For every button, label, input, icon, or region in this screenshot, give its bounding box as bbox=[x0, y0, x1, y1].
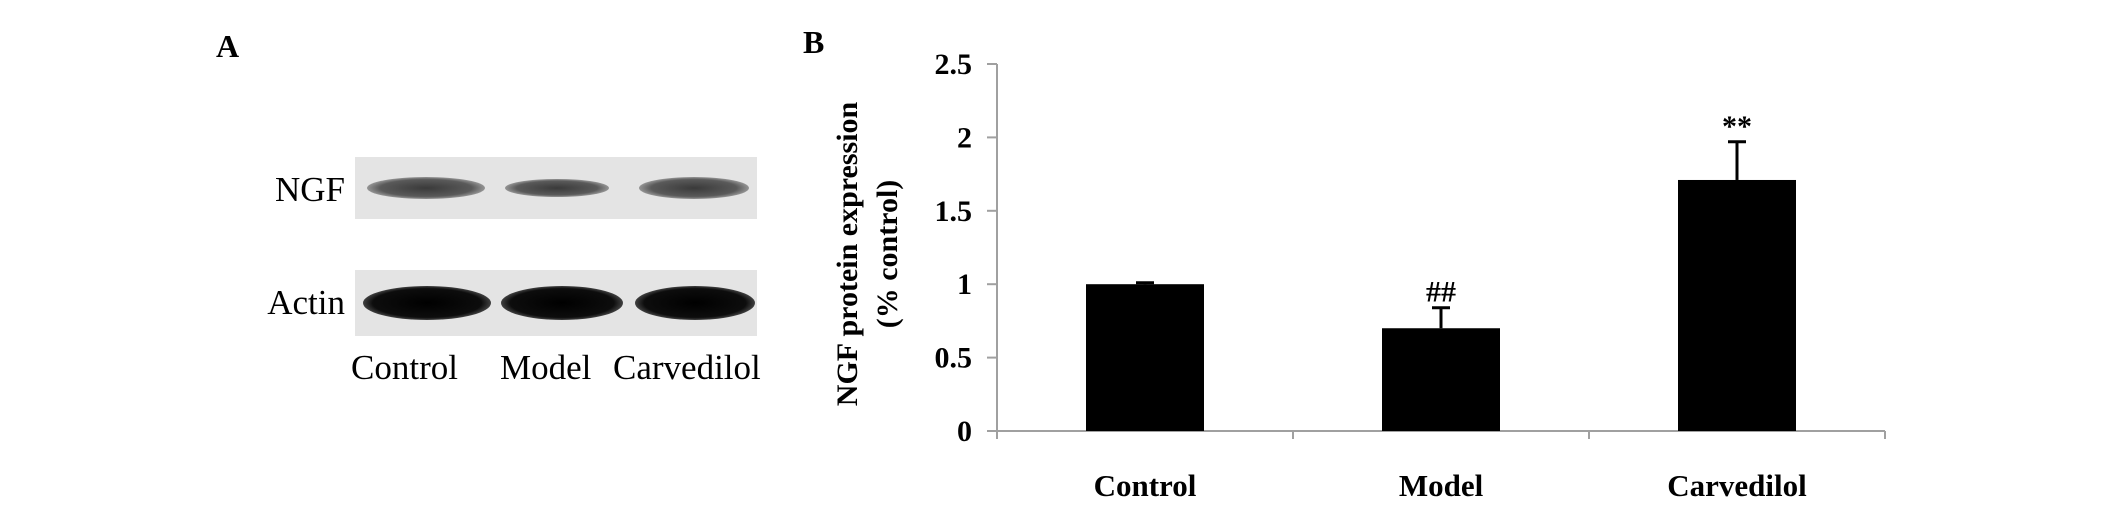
actin-blot-strip bbox=[355, 270, 757, 336]
blot-row-label-actin: Actin bbox=[267, 283, 345, 322]
y-tick-label-1: 0.5 bbox=[935, 342, 973, 375]
chart-axes: 0 0.5 1 1.5 2 2.5 Control Model Carvedilol bbox=[935, 48, 1886, 503]
y-tick-label-5: 2.5 bbox=[935, 48, 973, 81]
lane-label-model: Model bbox=[500, 348, 592, 387]
y-axis-label-line1: NGF protein expression bbox=[831, 101, 864, 406]
panel-a-label: A bbox=[216, 28, 240, 64]
bar-carvedilol bbox=[1678, 179, 1796, 431]
chart-bars: ## ** bbox=[1086, 110, 1796, 431]
lane-label-carvedilol: Carvedilol bbox=[613, 348, 761, 387]
ngf-blot-strip bbox=[355, 157, 757, 219]
y-tick-label-0: 0 bbox=[957, 415, 972, 448]
significance-label-model: ## bbox=[1426, 276, 1456, 309]
ngf-band-control bbox=[367, 177, 485, 199]
actin-band-model bbox=[501, 286, 623, 320]
bar-model bbox=[1382, 328, 1500, 431]
y-tick-label-2: 1 bbox=[957, 268, 972, 301]
panel-b-label: B bbox=[803, 24, 825, 60]
ngf-band-carvedilol bbox=[639, 177, 749, 199]
ngf-band-model bbox=[505, 179, 609, 197]
y-axis-label-line2: (% control) bbox=[871, 180, 904, 329]
blot-row-label-ngf: NGF bbox=[274, 170, 345, 209]
x-tick-label-model: Model bbox=[1399, 468, 1484, 503]
x-tick-label-control: Control bbox=[1094, 468, 1197, 503]
lane-label-control: Control bbox=[351, 348, 458, 387]
significance-label-carvedilol: ** bbox=[1722, 110, 1752, 143]
actin-band-control bbox=[363, 286, 491, 320]
actin-band-carvedilol bbox=[635, 286, 755, 320]
bar-control bbox=[1086, 284, 1204, 431]
x-tick-label-carvedilol: Carvedilol bbox=[1667, 468, 1807, 503]
y-tick-label-4: 2 bbox=[957, 121, 972, 154]
y-tick-label-3: 1.5 bbox=[935, 195, 973, 228]
